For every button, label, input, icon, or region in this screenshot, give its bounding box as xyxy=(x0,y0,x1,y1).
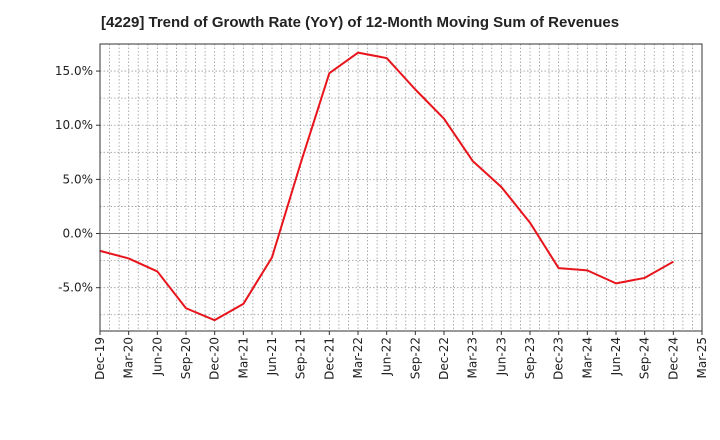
x-tick-label: Dec-21 xyxy=(322,337,336,380)
x-tick-label: Mar-20 xyxy=(122,337,136,378)
y-tick-label: 0.0% xyxy=(63,227,94,241)
plot-frame xyxy=(99,43,703,332)
x-tick-labels: Dec-19 Mar-20 Jun-20 Sep-20 Dec-20 Mar-21 Jun-… xyxy=(93,331,709,380)
x-tick-label: Jun-21 xyxy=(265,337,279,376)
x-tick-label: Dec-23 xyxy=(552,337,566,380)
y-tick-label: -5.0% xyxy=(58,281,93,295)
y-tick-label: 5.0% xyxy=(63,172,94,186)
plot-frame-layer xyxy=(99,43,703,332)
x-tick-label: Sep-22 xyxy=(408,337,422,379)
x-tick-label: Jun-24 xyxy=(609,337,623,376)
x-tick-label: Mar-21 xyxy=(236,337,250,378)
x-tick-label: Jun-23 xyxy=(494,337,508,376)
x-tick-label: Jun-22 xyxy=(380,337,394,376)
x-tick-label: Dec-20 xyxy=(208,337,222,380)
x-tick-label: Mar-25 xyxy=(695,337,709,378)
series-layer xyxy=(99,51,674,322)
y-tick-labels: 15.0% 10.0% 5.0% 0.0% -5.0% xyxy=(55,64,100,295)
x-tick-label: Sep-23 xyxy=(523,337,537,379)
x-tick-label: Mar-24 xyxy=(580,337,594,378)
x-tick-label: Mar-23 xyxy=(466,337,480,378)
chart-title: [4229] Trend of Growth Rate (YoY) of 12-… xyxy=(100,14,620,31)
x-tick-label: Sep-24 xyxy=(638,337,652,379)
x-tick-label: Sep-20 xyxy=(179,337,193,379)
x-tick-label: Mar-22 xyxy=(351,337,365,378)
x-tick-label: Dec-22 xyxy=(437,337,451,380)
x-tick-label: Dec-19 xyxy=(93,337,107,380)
x-tick-label: Dec-24 xyxy=(666,337,680,380)
series-line xyxy=(99,51,674,322)
x-tick-label: Sep-21 xyxy=(294,337,308,379)
y-tick-label: 10.0% xyxy=(55,118,93,132)
y-tick-label: 15.0% xyxy=(55,64,93,78)
grid-layer xyxy=(100,44,702,331)
x-tick-label: Jun-20 xyxy=(150,337,164,376)
